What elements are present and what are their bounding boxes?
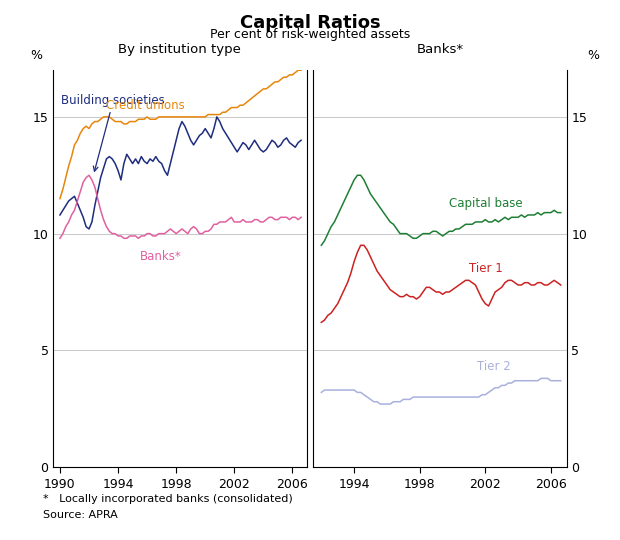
Text: Tier 2: Tier 2	[477, 360, 511, 373]
Text: Banks*: Banks*	[140, 251, 182, 264]
Text: Tier 1: Tier 1	[469, 262, 503, 275]
Text: %: %	[30, 49, 42, 62]
Text: Banks*: Banks*	[417, 43, 464, 56]
Text: By institution type: By institution type	[118, 43, 241, 56]
Text: Per cent of risk-weighted assets: Per cent of risk-weighted assets	[210, 28, 410, 41]
Text: %: %	[588, 49, 600, 62]
Text: Building societies: Building societies	[61, 94, 165, 171]
Text: *   Locally incorporated banks (consolidated): * Locally incorporated banks (consolidat…	[43, 494, 293, 504]
Text: Credit unions: Credit unions	[107, 99, 185, 112]
Text: Capital Ratios: Capital Ratios	[240, 14, 380, 31]
Text: Capital base: Capital base	[450, 197, 523, 210]
Text: Source: APRA: Source: APRA	[43, 510, 118, 521]
